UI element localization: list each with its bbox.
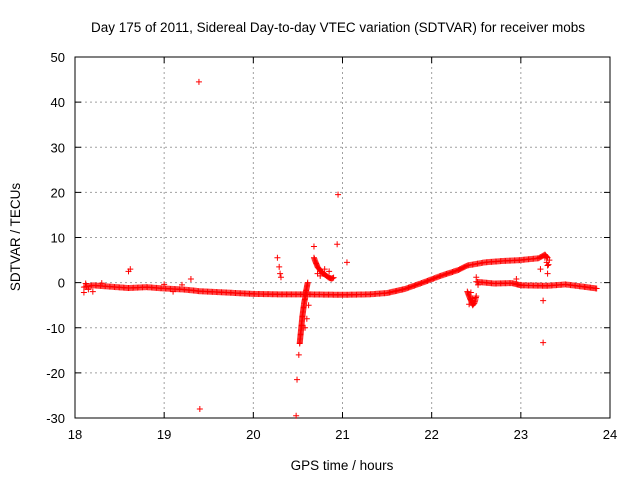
- data-point-burst: [326, 268, 333, 275]
- data-point-late: [593, 285, 600, 292]
- data-point-outlier: [294, 376, 301, 383]
- x-tick-label: 19: [157, 427, 171, 442]
- x-tick-label: 18: [68, 427, 82, 442]
- data-point-outlier: [187, 276, 194, 283]
- data-point-outlier: [274, 254, 281, 261]
- x-tick-label: 23: [514, 427, 528, 442]
- data-point-cluster: [546, 257, 553, 264]
- data-point-spike: [302, 324, 309, 331]
- x-tick-label: 24: [603, 427, 617, 442]
- data-point-outlier: [473, 274, 480, 281]
- y-tick-label: -30: [46, 411, 65, 426]
- data-point-outlier: [475, 281, 482, 288]
- data-point-outlier: [277, 270, 284, 277]
- data-point-burst: [317, 272, 324, 279]
- data-point-early: [80, 289, 87, 296]
- data-point-early: [161, 281, 168, 288]
- x-tick-label: 20: [246, 427, 260, 442]
- grid: [75, 57, 610, 418]
- data-point-early: [170, 288, 177, 295]
- data-point-burst: [321, 266, 328, 273]
- data-point-outlier: [335, 191, 342, 198]
- y-tick-label: 40: [51, 95, 65, 110]
- data-point-outlier: [343, 259, 350, 266]
- data-point-outlier: [295, 351, 302, 358]
- y-tick-labels: -30 -20 -10 0 10 20 30 40 50: [46, 50, 65, 426]
- y-tick-label: -20: [46, 366, 65, 381]
- data-point-cluster: [469, 295, 476, 302]
- data-point-cluster: [545, 261, 552, 268]
- data-point-outlier: [537, 266, 544, 273]
- x-tick-label: 22: [424, 427, 438, 442]
- data-point-early: [82, 280, 89, 287]
- data-point-outlier: [127, 266, 134, 273]
- data-point-cluster: [544, 262, 551, 269]
- data-point-outlier: [310, 243, 317, 250]
- data-point-spike: [304, 279, 311, 286]
- x-tick-labels: 18 19 20 21 22 23 24: [68, 427, 617, 442]
- x-axis-label: GPS time / hours: [291, 458, 394, 473]
- data-point-outlier: [513, 276, 520, 283]
- data-point-burst: [330, 274, 337, 281]
- y-tick-label: 0: [58, 276, 65, 291]
- data-point-early: [179, 281, 185, 288]
- y-tick-label: 10: [51, 231, 65, 246]
- data-point-outlier: [293, 412, 300, 419]
- data-point-outlier: [334, 241, 341, 248]
- data-point-outlier: [276, 263, 283, 270]
- data-point-cluster: [466, 301, 473, 308]
- data-point-outlier: [544, 270, 551, 277]
- chart-title: Day 175 of 2011, Sidereal Day-to-day VTE…: [91, 20, 585, 35]
- data-point-early: [85, 286, 92, 293]
- y-tick-label: 20: [51, 185, 65, 200]
- y-axis-label: SDTVAR / TECUs: [8, 183, 23, 292]
- data-point-outlier: [540, 297, 547, 304]
- data-point-early: [89, 288, 96, 295]
- x-tick-label: 21: [335, 427, 349, 442]
- data-points: [80, 78, 600, 419]
- data-point-early: [98, 280, 105, 287]
- data-point-cluster: [473, 293, 480, 300]
- data-point-outlier: [517, 281, 524, 288]
- data-point-outlier: [540, 339, 547, 346]
- data-point-outlier: [277, 274, 284, 281]
- y-tick-label: 30: [51, 140, 65, 155]
- data-point-outlier: [195, 78, 202, 85]
- data-point-outlier: [196, 405, 203, 412]
- data-point-spike: [303, 315, 310, 322]
- data-point-cluster: [467, 289, 474, 296]
- axis-ticks: [74, 56, 611, 419]
- data-point-spike: [305, 302, 312, 309]
- data-point-cluster: [541, 254, 548, 261]
- y-tick-label: -10: [46, 321, 65, 336]
- y-tick-label: 50: [51, 50, 65, 65]
